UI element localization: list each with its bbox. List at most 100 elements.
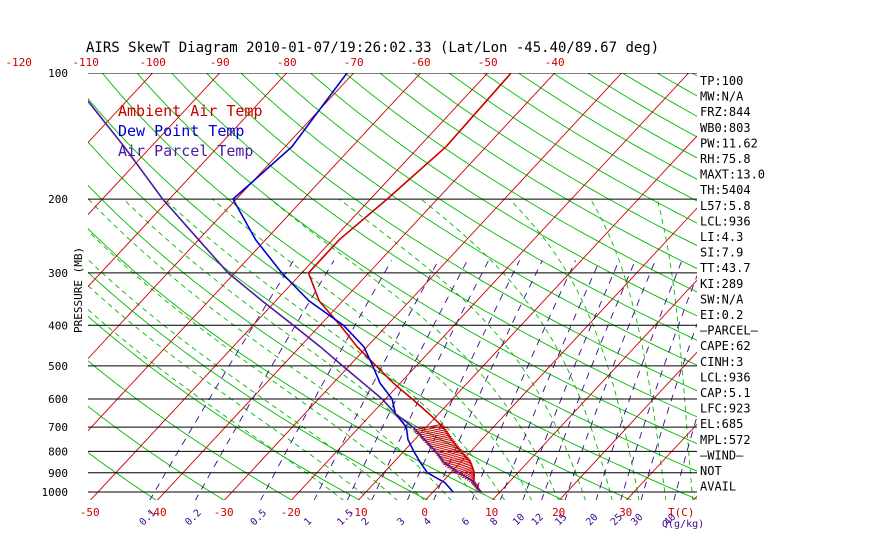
mixing-ratio-label: 20: [584, 512, 600, 528]
mixing-ratio-line: [260, 260, 392, 500]
mixing-unit-label: Q(g/kg): [662, 519, 704, 530]
y-axis-label: PRESSURE (MB): [72, 247, 85, 333]
index-entry: MPL:572: [700, 433, 751, 447]
hatch-line: [468, 475, 475, 483]
pressure-tick-label: 500: [48, 360, 68, 373]
pressure-tick-label: 1000: [42, 486, 69, 499]
pressure-tick-label: 100: [48, 67, 68, 80]
bottom-temp-tick: -40: [147, 506, 167, 519]
index-entry: LFC:923: [700, 402, 751, 416]
dry-adiabat: [101, 73, 697, 472]
bottom-temp-tick: -20: [281, 506, 301, 519]
mixing-ratio-label: 3: [395, 516, 407, 528]
mixing-ratio-label: 10: [511, 512, 527, 528]
top-temp-tick: -40: [545, 56, 565, 69]
top-temp-tick: -50: [478, 56, 498, 69]
isotherm: [357, 135, 697, 500]
isotherm: [0, 54, 37, 501]
isotherm: [88, 73, 355, 360]
bottom-temp-tick: 20: [552, 506, 565, 519]
hatch-line: [466, 474, 475, 481]
index-entry: LCL:936: [700, 214, 751, 228]
series-dew-point-temp: [231, 73, 454, 493]
dry-adiabat: [275, 73, 697, 341]
index-entry: —WIND—: [700, 448, 744, 462]
hatch-line: [436, 449, 462, 456]
index-entry: MAXT:13.0: [700, 168, 765, 182]
top-temp-tick: -60: [411, 56, 431, 69]
hatch-line: [414, 425, 445, 433]
bottom-unit-label: T(C): [668, 506, 695, 519]
hatch-line: [464, 472, 475, 480]
dry-adiabat: [88, 405, 225, 500]
dry-adiabat: [240, 73, 697, 366]
dry-adiabat: [309, 73, 697, 317]
dry-adiabat: [88, 141, 632, 500]
hatch-line: [442, 456, 469, 464]
mixing-ratio-label: 0.5: [249, 508, 270, 529]
mixing-ratio-label: 0.2: [183, 508, 204, 529]
top-temperature-ticks: -120 -110 -100 -90 -80 -70 -60 -50 -40: [5, 56, 564, 69]
series-ambient-air-temp: [307, 73, 512, 493]
bottom-temp-tick: -30: [214, 506, 234, 519]
hatch-line: [412, 423, 444, 431]
isotherm: [760, 54, 870, 501]
legend-entry: Air Parcel Temp: [118, 142, 253, 160]
moist-adiabat: [269, 198, 559, 500]
top-temp-tick: -100: [139, 56, 166, 69]
isobar-gridlines: [88, 73, 697, 493]
moist-adiabat: [88, 308, 344, 500]
pressure-tick-label: 600: [48, 393, 68, 406]
moist-adiabat: [88, 230, 425, 500]
dry-adiabat: [88, 271, 429, 500]
moist-adiabat: [123, 198, 479, 500]
dry-adiabat: [88, 360, 293, 500]
hatch-line: [425, 437, 453, 445]
hatch-line: [427, 439, 455, 447]
mixing-ratio-line: [522, 260, 620, 500]
hatch-line: [424, 435, 452, 443]
isotherm: [827, 54, 870, 501]
index-entry: EL:685: [700, 417, 743, 431]
mixing-ratio-line: [541, 260, 636, 500]
index-entry: CAPE:62: [700, 339, 751, 353]
hatch-line: [430, 442, 457, 450]
top-temp-tick: -110: [72, 56, 99, 69]
mixing-ratio-label: 2: [360, 516, 372, 528]
hatch-line: [435, 447, 461, 455]
mixing-ratio-label: 4: [422, 516, 434, 528]
bottom-temp-tick: 10: [485, 506, 498, 519]
index-entry: MW:N/A: [700, 90, 744, 104]
index-entry: L57:5.8: [700, 199, 751, 213]
mixing-ratio-line: [407, 260, 521, 500]
hatch-line: [421, 432, 450, 440]
index-entry: —PARCEL—: [700, 324, 759, 338]
mixing-ratio-line: [620, 274, 697, 500]
isotherm: [223, 73, 623, 500]
dry-adiabat: [344, 73, 697, 293]
index-entry: WB0:803: [700, 121, 751, 135]
top-temp-tick: -70: [344, 56, 364, 69]
series-air-parcel-temp: [88, 99, 482, 493]
top-temp-tick: -120: [5, 56, 32, 69]
bottom-temp-tick: -10: [348, 506, 368, 519]
isotherm: [88, 73, 154, 144]
isotherm: [156, 73, 556, 500]
mixing-ratio-line: [564, 260, 656, 500]
pressure-tick-label: 400: [48, 319, 68, 332]
dry-adiabat: [379, 73, 697, 270]
index-entry: CINH:3: [700, 355, 743, 369]
profile-lines: [88, 73, 512, 493]
hatch-line: [417, 429, 447, 436]
moist-adiabat: [88, 259, 398, 500]
pressure-tick-label: 200: [48, 193, 68, 206]
isotherm: [89, 73, 489, 500]
dry-adiabat: [171, 73, 697, 418]
hatch-line: [416, 427, 446, 435]
hatch-line: [439, 453, 467, 461]
cape-hatch: [412, 423, 479, 492]
index-entry: FRZ:844: [700, 105, 751, 119]
hatch-line: [422, 434, 451, 442]
mixing-ratio-lines: [149, 260, 697, 500]
